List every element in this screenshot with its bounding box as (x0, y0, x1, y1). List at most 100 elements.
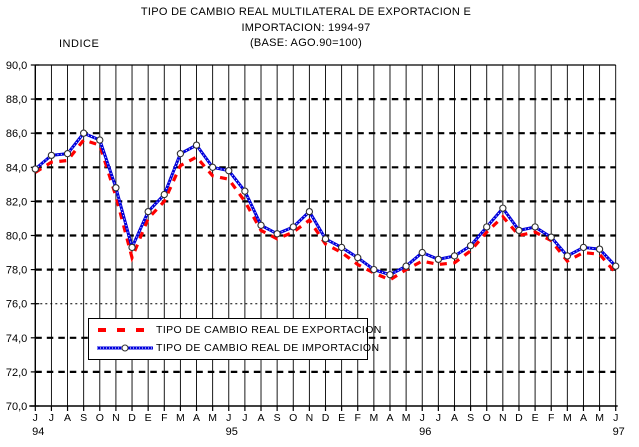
y-tick-label: 84,0 (6, 162, 27, 174)
month-label: F (548, 412, 554, 424)
legend-label-importacion: TIPO DE CAMBIO REAL DE IMPORTACION (156, 342, 380, 354)
importacion-marker (128, 243, 136, 252)
importacion-marker (160, 190, 168, 199)
month-label: A (193, 412, 200, 424)
importacion-marker (450, 252, 459, 260)
month-label: D (515, 412, 523, 424)
series-markers (31, 129, 620, 279)
importacion-marker (595, 245, 604, 253)
importacion-marker (354, 254, 362, 262)
month-label: J (613, 412, 618, 424)
y-tick-label: 76,0 (6, 299, 27, 311)
importacion-marker (31, 165, 39, 173)
y-tick-label: 80,0 (6, 231, 27, 243)
importacion-marker (208, 163, 217, 171)
month-label: J (226, 412, 231, 424)
legend-label-exportacion: TIPO DE CAMBIO REAL DE EXPORTACION (156, 324, 382, 336)
importacion-marker (112, 184, 120, 192)
y-tick-label: 88,0 (6, 94, 27, 106)
legend: TIPO DE CAMBIO REAL DE EXPORTACION TIPO … (88, 318, 381, 360)
importacion-marker (241, 187, 249, 195)
month-label: M (563, 412, 572, 424)
exportacion-line-swatch-icon (98, 328, 152, 332)
series-exportacion (34, 138, 617, 282)
month-label: M (402, 412, 411, 424)
importacion-marker (370, 265, 378, 274)
month-label: O (289, 412, 297, 424)
month-label: E (532, 412, 539, 424)
month-label: J (33, 412, 38, 424)
y-tick-label: 72,0 (6, 367, 27, 379)
year-label: 97 (613, 426, 625, 438)
importacion-marker (176, 150, 185, 158)
month-label: S (80, 412, 87, 424)
y-tick-label: 90,0 (6, 60, 27, 72)
importacion-marker (579, 243, 588, 252)
month-label: D (128, 412, 136, 424)
month-label: A (386, 412, 393, 424)
month-label: D (322, 412, 330, 424)
importacion-marker (273, 230, 281, 238)
y-tick-label: 86,0 (6, 128, 27, 140)
month-label: A (580, 412, 587, 424)
month-label: N (499, 412, 507, 424)
month-label: M (176, 412, 185, 424)
month-label: E (338, 412, 345, 424)
importacion-marker (434, 255, 443, 264)
legend-item-importacion: TIPO DE CAMBIO REAL DE IMPORTACION (96, 340, 379, 356)
month-label: M (369, 412, 378, 424)
importacion-marker (612, 262, 620, 270)
importacion-marker (225, 167, 233, 175)
importacion-marker (96, 136, 104, 144)
importacion-marker (80, 129, 88, 137)
month-label: J (49, 412, 54, 424)
month-label: O (96, 412, 104, 424)
chart-title-line1: TIPO DE CAMBIO REAL MULTILATERAL DE EXPO… (140, 6, 472, 18)
month-label: M (595, 412, 604, 424)
month-label: E (145, 412, 152, 424)
month-label: J (436, 412, 441, 424)
month-label: F (355, 412, 361, 424)
year-label: 95 (226, 426, 238, 438)
month-label: A (451, 412, 458, 424)
month-label: M (208, 412, 217, 424)
importacion-marker (47, 151, 56, 160)
axes (29, 64, 618, 411)
axis-labels: 90,0 88,0 86,0 84,0 82,0 80,0 78,0 76,0 74,0 72,0… (6, 60, 625, 438)
importacion-line-swatch-icon (97, 344, 153, 352)
y-axis-unit-label: INDICE (59, 38, 100, 50)
importacion-marker (483, 223, 491, 231)
importacion-marker (418, 248, 426, 257)
month-label: A (258, 412, 265, 424)
month-label: O (483, 412, 491, 424)
month-label: S (467, 412, 474, 424)
importacion-marker (337, 243, 346, 252)
importacion-marker (63, 150, 72, 158)
month-label: J (420, 412, 425, 424)
importacion-marker (192, 141, 201, 149)
chart-title-block: TIPO DE CAMBIO REAL MULTILATERAL DE EXPO… (0, 5, 612, 52)
month-label: A (64, 412, 71, 424)
importacion-marker (499, 204, 507, 212)
y-tick-label: 78,0 (6, 265, 27, 277)
month-label: S (274, 412, 281, 424)
importacion-marker (547, 233, 555, 241)
importacion-marker (466, 242, 475, 250)
month-label: N (306, 412, 314, 424)
chart-title-line2: IMPORTACION: 1994-97 (241, 21, 371, 34)
y-tick-label: 82,0 (6, 196, 27, 208)
year-label: 96 (419, 426, 431, 438)
y-tick-label: 74,0 (6, 333, 27, 345)
importacion-marker (305, 207, 314, 216)
legend-item-exportacion: TIPO DE CAMBIO REAL DE EXPORTACION (96, 322, 381, 338)
importacion-marker (515, 226, 523, 235)
month-label: J (242, 412, 247, 424)
year-label: 94 (32, 426, 44, 438)
importacion-marker (321, 235, 330, 243)
month-label: F (161, 412, 167, 424)
importacion-marker (531, 223, 539, 231)
chart-title-line3: (BASE: AGO.90=100) (249, 37, 363, 49)
y-tick-label: 70,0 (6, 401, 27, 413)
